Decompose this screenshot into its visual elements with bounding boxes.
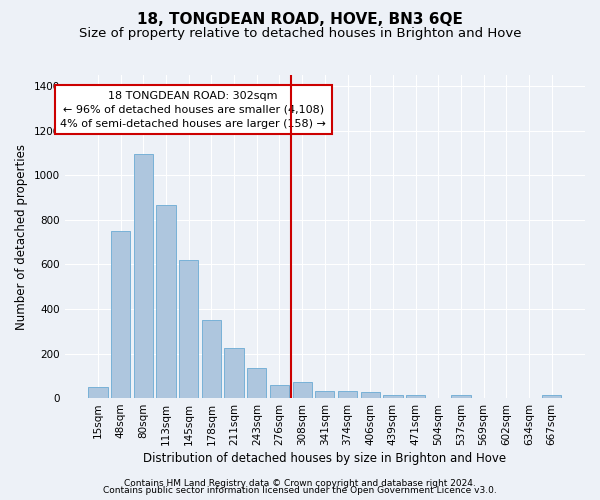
- Text: Size of property relative to detached houses in Brighton and Hove: Size of property relative to detached ho…: [79, 28, 521, 40]
- Bar: [451, 396, 470, 398]
- Bar: [542, 396, 562, 398]
- Text: 18, TONGDEAN ROAD, HOVE, BN3 6QE: 18, TONGDEAN ROAD, HOVE, BN3 6QE: [137, 12, 463, 28]
- X-axis label: Distribution of detached houses by size in Brighton and Hove: Distribution of detached houses by size …: [143, 452, 506, 465]
- Text: Contains HM Land Registry data © Crown copyright and database right 2024.: Contains HM Land Registry data © Crown c…: [124, 478, 476, 488]
- Bar: [157, 206, 176, 398]
- Bar: [247, 368, 266, 398]
- Bar: [179, 260, 199, 398]
- Y-axis label: Number of detached properties: Number of detached properties: [15, 144, 28, 330]
- Bar: [293, 382, 312, 398]
- Bar: [383, 394, 403, 398]
- Text: 18 TONGDEAN ROAD: 302sqm
← 96% of detached houses are smaller (4,108)
4% of semi: 18 TONGDEAN ROAD: 302sqm ← 96% of detach…: [61, 90, 326, 128]
- Text: Contains public sector information licensed under the Open Government Licence v3: Contains public sector information licen…: [103, 486, 497, 495]
- Bar: [361, 392, 380, 398]
- Bar: [134, 154, 153, 398]
- Bar: [270, 384, 289, 398]
- Bar: [202, 320, 221, 398]
- Bar: [111, 231, 130, 398]
- Bar: [315, 392, 334, 398]
- Bar: [338, 392, 357, 398]
- Bar: [224, 348, 244, 398]
- Bar: [406, 394, 425, 398]
- Bar: [88, 387, 107, 398]
